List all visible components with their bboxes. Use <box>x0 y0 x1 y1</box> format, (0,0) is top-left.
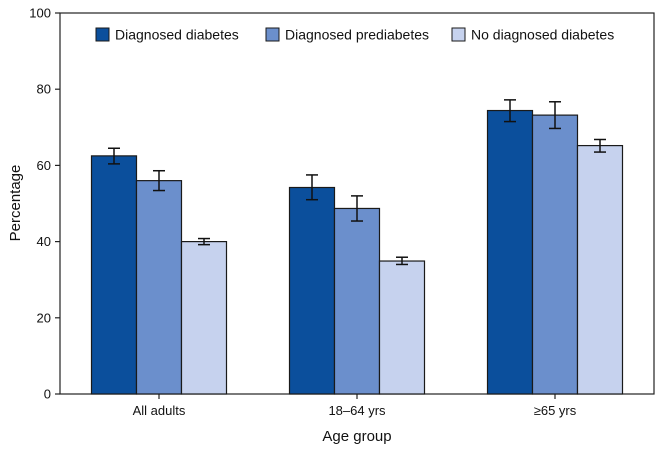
x-tick-label: 18–64 yrs <box>328 403 386 418</box>
legend-swatch <box>451 27 466 42</box>
legend-swatch <box>265 27 280 42</box>
legend-swatch <box>95 27 110 42</box>
bar <box>90 155 138 395</box>
x-tick-label: All adults <box>133 403 186 418</box>
y-tick-label: 100 <box>29 6 51 21</box>
bar <box>531 114 579 395</box>
y-tick-label: 0 <box>44 387 51 402</box>
x-tick-label: ≥65 yrs <box>534 403 577 418</box>
y-axis-title: Percentage <box>7 165 24 242</box>
bar <box>135 180 183 395</box>
bar <box>486 109 534 395</box>
bar <box>288 186 336 395</box>
legend-label: No diagnosed diabetes <box>471 27 614 43</box>
bar-series-group <box>90 109 624 395</box>
bar <box>576 144 624 395</box>
y-tick-label: 60 <box>37 158 51 173</box>
legend-label: Diagnosed diabetes <box>115 27 239 43</box>
bar <box>378 260 426 395</box>
y-tick-label: 40 <box>37 234 51 249</box>
error-bar-group <box>108 99 606 266</box>
x-axis: All adults 18–64 yrs ≥65 yrs <box>133 394 577 418</box>
legend-label: Diagnosed prediabetes <box>285 27 429 43</box>
bar <box>180 241 228 395</box>
y-tick-label: 20 <box>37 310 51 325</box>
legend: Diagnosed diabetes Diagnosed prediabetes N… <box>95 27 614 43</box>
y-tick-label: 80 <box>37 82 51 97</box>
x-axis-title: Age group <box>322 428 391 445</box>
bar <box>333 207 381 395</box>
y-axis: 0 20 40 60 80 100 <box>29 6 60 402</box>
